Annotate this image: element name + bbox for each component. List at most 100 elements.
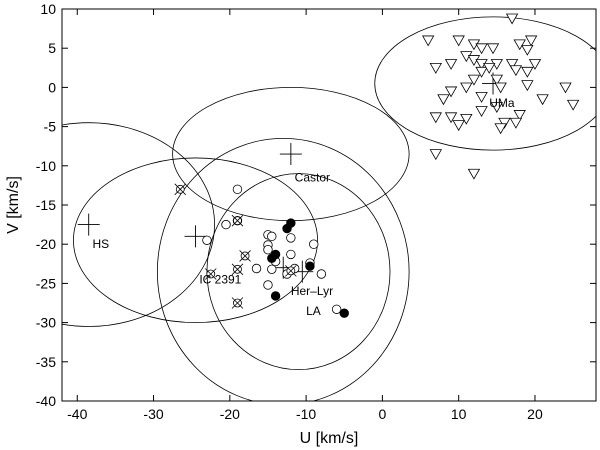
point-filled-circle-3 <box>267 253 277 264</box>
x-tick-label-6: 20 <box>527 406 543 422</box>
point-triangle-down-38 <box>498 117 511 129</box>
point-triangle-down-30 <box>536 94 549 106</box>
point-filled-circle-5 <box>270 291 281 301</box>
group-center-marker-2 <box>77 213 100 236</box>
group-ellipse-5 <box>206 173 391 371</box>
point-circle-cross-6 <box>231 297 244 309</box>
y-tick-label-1: -35 <box>36 354 56 370</box>
group-center-marker-3 <box>184 225 207 248</box>
annotation-label-5: LA <box>306 304 321 318</box>
point-triangle-down-41 <box>494 123 507 135</box>
point-open-circle-5 <box>267 231 277 242</box>
x-tick-label-5: 10 <box>451 406 467 422</box>
y-tick-label-10: 10 <box>40 1 56 17</box>
y-tick-label-8: 0 <box>48 79 56 95</box>
annotation-label-4: Her–Lyr <box>291 284 333 298</box>
point-triangle-down-23 <box>460 82 473 94</box>
point-triangle-down-17 <box>475 66 488 78</box>
y-tick-label-3: -25 <box>36 275 56 291</box>
point-triangle-down-28 <box>437 94 450 106</box>
point-triangle-down-31 <box>566 99 580 111</box>
point-triangle-down-4 <box>513 39 526 51</box>
annotation-label-2: HS <box>93 237 110 251</box>
point-triangle-down-15 <box>528 59 542 70</box>
annotation-label-1: UMa <box>489 96 515 110</box>
point-triangle-down-21 <box>467 74 481 86</box>
group-center-marker-0 <box>279 143 302 166</box>
x-tick-label-2: -20 <box>220 406 240 422</box>
point-triangle-down-18 <box>483 63 496 74</box>
point-triangle-down-14 <box>505 59 519 70</box>
point-triangle-down-32 <box>490 102 504 114</box>
group-ellipse-2 <box>62 122 215 327</box>
y-tick-label-5: -15 <box>36 197 56 213</box>
y-tick-label-9: 5 <box>48 40 56 56</box>
point-triangle-down-19 <box>509 65 523 77</box>
point-filled-circle-6 <box>339 308 349 318</box>
point-triangle-down-25 <box>444 86 458 98</box>
point-circle-cross-5 <box>204 268 217 280</box>
point-triangle-down-40 <box>452 120 465 132</box>
point-triangle-down-7 <box>486 43 500 55</box>
x-tick-label-0: -40 <box>67 406 87 422</box>
y-axis-label: V [km/s] <box>5 176 22 234</box>
point-circle-cross-0 <box>174 183 187 196</box>
y-tick-label-0: -40 <box>36 393 56 409</box>
point-open-circle-10 <box>286 249 296 260</box>
point-triangle-down-0 <box>505 13 519 25</box>
point-open-circle-19 <box>331 304 342 314</box>
x-tick-label-4: 0 <box>379 406 387 422</box>
annotation-label-3: IC 2391 <box>199 272 241 286</box>
group-ellipse-3 <box>73 157 318 323</box>
point-triangle-down-36 <box>444 112 458 124</box>
point-open-circle-9 <box>309 239 319 249</box>
annotation-label-0: Castor <box>295 170 330 184</box>
point-triangle-down-1 <box>421 35 435 47</box>
point-filled-circle-4 <box>305 261 315 271</box>
point-circle-cross-1 <box>231 214 244 227</box>
point-triangle-down-39 <box>509 117 523 129</box>
point-circle-cross-3 <box>231 263 244 276</box>
point-triangle-down-43 <box>467 168 481 180</box>
y-tick-label-4: -20 <box>36 236 56 252</box>
point-open-circle-14 <box>267 264 277 274</box>
point-open-circle-8 <box>263 244 273 255</box>
y-tick-label-7: -5 <box>44 119 57 135</box>
x-axis-label: U [km/s] <box>300 430 359 447</box>
point-filled-circle-1 <box>282 223 292 234</box>
point-triangle-down-34 <box>513 110 526 121</box>
axis-ticks: -40 -30 -20 -10 0 10 20 -40 -35 -30 -25 -20 -15 -10 -5… <box>36 1 596 422</box>
x-tick-label-3: -10 <box>296 406 316 422</box>
point-circle-cross-2 <box>239 250 251 262</box>
group-centers <box>77 72 505 283</box>
point-triangle-down-29 <box>475 92 488 103</box>
point-triangle-down-22 <box>490 74 504 86</box>
point-triangle-down-33 <box>475 106 488 117</box>
data-points <box>174 13 580 318</box>
point-triangle-down-35 <box>429 112 442 124</box>
point-triangle-down-20 <box>521 66 534 78</box>
point-triangle-down-6 <box>475 43 488 55</box>
point-open-circle-13 <box>251 263 262 274</box>
annotations: Castor UMa HS IC 2391 Her–Lyr LA <box>93 96 515 318</box>
point-open-circle-6 <box>286 233 296 243</box>
point-triangle-down-24 <box>494 82 507 94</box>
point-triangle-down-2 <box>452 35 465 47</box>
point-open-circle-1 <box>221 219 231 230</box>
point-triangle-down-26 <box>521 80 534 92</box>
point-open-circle-3 <box>202 235 212 245</box>
point-triangle-down-8 <box>521 44 534 56</box>
point-triangle-down-16 <box>429 63 442 74</box>
point-triangle-down-42 <box>429 149 442 161</box>
point-open-circle-18 <box>263 280 273 290</box>
x-tick-label-1: -30 <box>143 406 163 422</box>
group-ellipse-4 <box>156 138 410 401</box>
y-tick-label-2: -30 <box>36 315 56 331</box>
point-triangle-down-27 <box>559 82 572 94</box>
group-ellipses <box>62 16 596 401</box>
point-triangle-down-11 <box>444 59 458 70</box>
point-circle-cross-4 <box>285 265 297 277</box>
point-open-circle-0 <box>232 184 243 195</box>
point-open-circle-17 <box>316 269 327 279</box>
